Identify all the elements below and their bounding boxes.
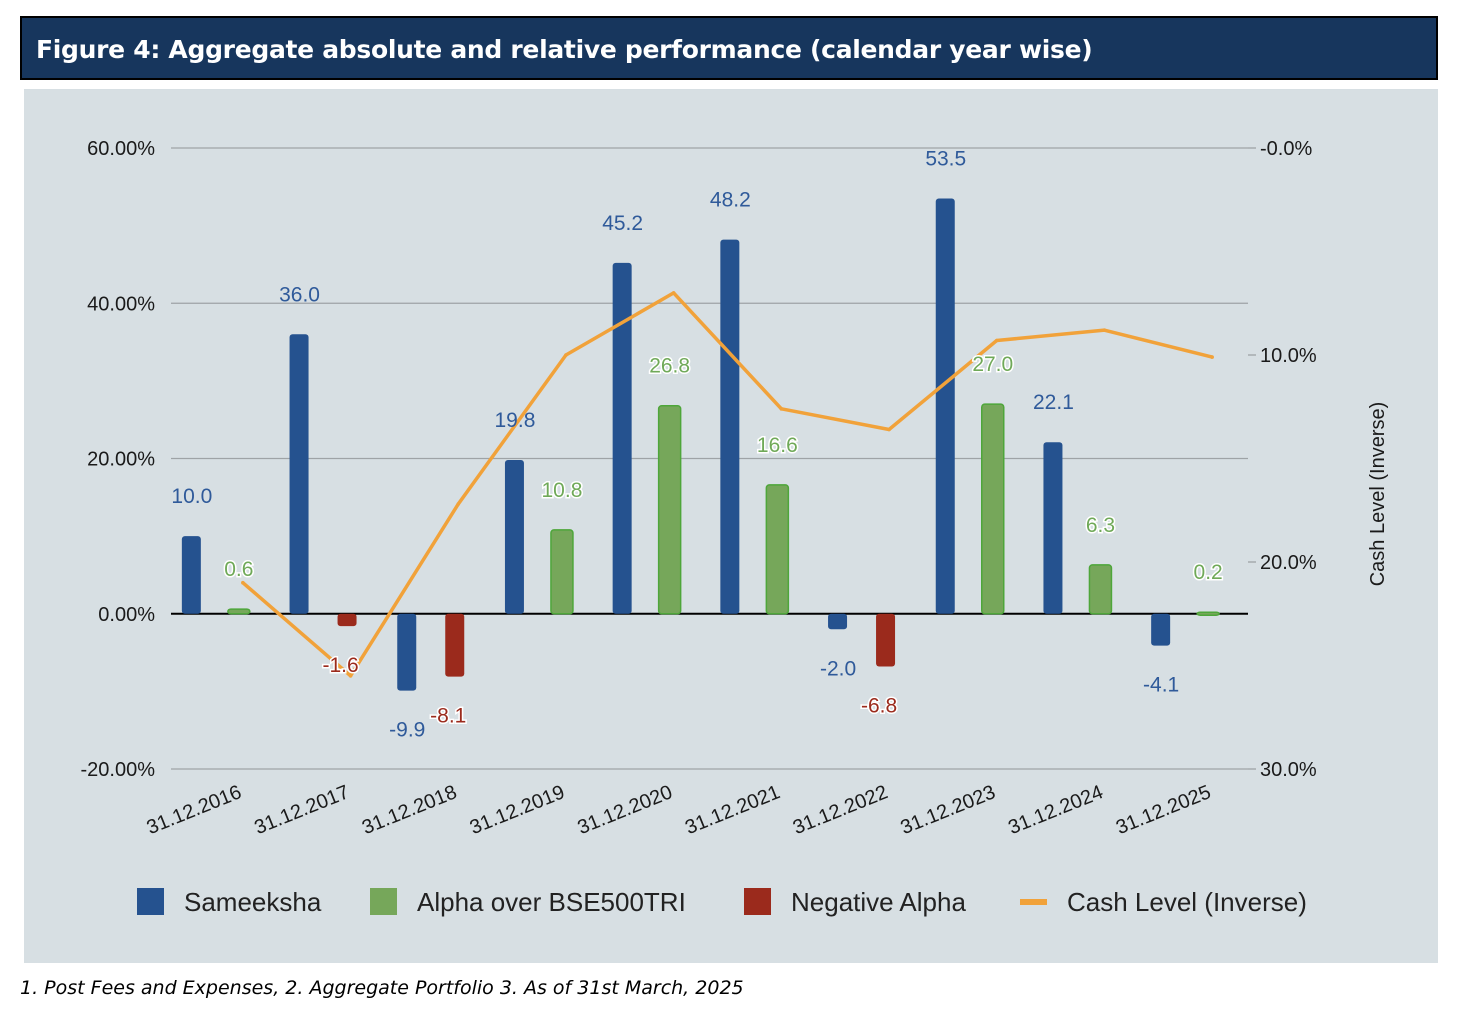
alpha-bar xyxy=(227,608,251,615)
category-label: 31.12.2022 xyxy=(790,781,891,839)
category-label: 31.12.2017 xyxy=(251,781,352,839)
category-label: 31.12.2020 xyxy=(574,781,675,839)
sameeksha-bar xyxy=(504,460,524,614)
category-label: 31.12.2024 xyxy=(1005,781,1106,839)
sameeksha-bar xyxy=(720,239,740,614)
sameeksha-bar xyxy=(397,613,417,691)
category-label: 31.12.2021 xyxy=(682,781,783,839)
figure-header: Figure 4: Aggregate absolute and relativ… xyxy=(20,16,1438,80)
left-tick-label: 60.00% xyxy=(87,138,155,160)
negative-alpha-bar xyxy=(445,613,465,677)
legend-label: Negative Alpha xyxy=(791,887,966,917)
sameeksha-bar xyxy=(289,334,309,614)
sameeksha-data-label: 22.1 xyxy=(1033,391,1074,414)
category-label: 31.12.2018 xyxy=(359,781,460,839)
alpha-data-label: 6.3 xyxy=(1086,514,1115,537)
alpha-bar xyxy=(981,403,1005,615)
alpha-bar xyxy=(1196,611,1220,616)
alpha-bar xyxy=(765,484,790,615)
sameeksha-data-label: 48.2 xyxy=(710,189,751,212)
sameeksha-data-label: 45.2 xyxy=(602,212,643,235)
right-tick-label: 10.0% xyxy=(1260,345,1317,367)
negative-alpha-bar xyxy=(337,613,357,627)
cash-level-point xyxy=(887,427,891,432)
cash-level-point xyxy=(1102,328,1107,332)
sameeksha-bar xyxy=(828,613,848,630)
alpha-data-label: 16.6 xyxy=(757,434,798,457)
alpha-data-label: 10.8 xyxy=(542,479,583,502)
alpha-bar xyxy=(550,529,574,615)
chart-panel: 60.00% 40.00% 20.00% 0.00% -20.00% -0.0% 10.0%… xyxy=(24,89,1438,963)
left-tick-label: 0.00% xyxy=(98,604,155,626)
sameeksha-bar xyxy=(1151,613,1171,646)
category-label: 31.12.2019 xyxy=(467,781,568,839)
legend-label: Alpha over BSE500TRI xyxy=(417,887,686,917)
cash-level-point xyxy=(994,338,999,343)
cash-level-point xyxy=(241,580,245,585)
sameeksha-data-label: 36.0 xyxy=(279,283,320,306)
negative-alpha-data-label: -8.1 xyxy=(430,705,466,728)
legend-label: Sameeksha xyxy=(184,887,322,917)
performance-chart: 60.00% 40.00% 20.00% 0.00% -20.00% -0.0% 10.0%… xyxy=(81,138,1390,917)
right-tick-label: 20.0% xyxy=(1260,552,1317,574)
cash-level-point xyxy=(456,502,461,506)
alpha-data-label: 27.0 xyxy=(972,353,1013,376)
right-tick-label: -0.0% xyxy=(1260,138,1312,160)
cash-level-point xyxy=(564,353,568,357)
figure-title: Figure 4: Aggregate absolute and relativ… xyxy=(36,35,1093,64)
legend-label: Cash Level (Inverse) xyxy=(1067,887,1307,917)
alpha-data-label: 26.8 xyxy=(649,355,690,378)
legend-swatch-alpha xyxy=(370,888,397,915)
sameeksha-data-label: -9.9 xyxy=(389,719,425,742)
cash-level-point xyxy=(1210,355,1214,359)
alpha-bar xyxy=(657,404,682,615)
legend-swatch-cash-level xyxy=(1020,899,1047,905)
footnote: 1. Post Fees and Expenses, 2. Aggregate … xyxy=(20,977,744,999)
sameeksha-data-label: -2.0 xyxy=(820,657,856,680)
sameeksha-bar xyxy=(1043,442,1063,614)
sameeksha-bar xyxy=(612,262,632,614)
sameeksha-data-label: 10.0 xyxy=(171,485,212,508)
category-label: 31.12.2025 xyxy=(1113,781,1214,839)
right-tick-label: 30.0% xyxy=(1260,759,1317,781)
alpha-data-label: 0.6 xyxy=(224,558,253,581)
negative-alpha-data-label: -1.6 xyxy=(322,654,358,677)
legend-swatch-negative-alpha xyxy=(744,888,771,915)
legend-swatch-sameeksha xyxy=(137,888,164,915)
negative-alpha-bar xyxy=(876,613,896,667)
cash-level-line xyxy=(241,291,1213,678)
cash-level-point xyxy=(348,674,353,678)
negative-alpha-data-label: -6.8 xyxy=(861,695,897,718)
cash-level-point xyxy=(671,291,676,295)
alpha-data-label: 0.2 xyxy=(1194,561,1223,584)
sameeksha-bar xyxy=(181,536,201,614)
sameeksha-data-label: -4.1 xyxy=(1143,674,1179,697)
left-tick-label: 20.00% xyxy=(87,449,155,471)
alpha-bar xyxy=(1088,564,1113,615)
sameeksha-data-label: 53.5 xyxy=(925,147,966,170)
cash-level-point xyxy=(779,407,784,411)
right-axis-title: Cash Level (Inverse) xyxy=(1367,402,1389,587)
left-tick-label: 40.00% xyxy=(87,293,155,315)
left-tick-label: -20.00% xyxy=(81,759,156,781)
sameeksha-bar xyxy=(935,198,955,614)
sameeksha-data-label: 19.8 xyxy=(495,409,536,432)
category-label: 31.12.2023 xyxy=(898,781,999,839)
category-label: 31.12.2016 xyxy=(144,781,245,839)
